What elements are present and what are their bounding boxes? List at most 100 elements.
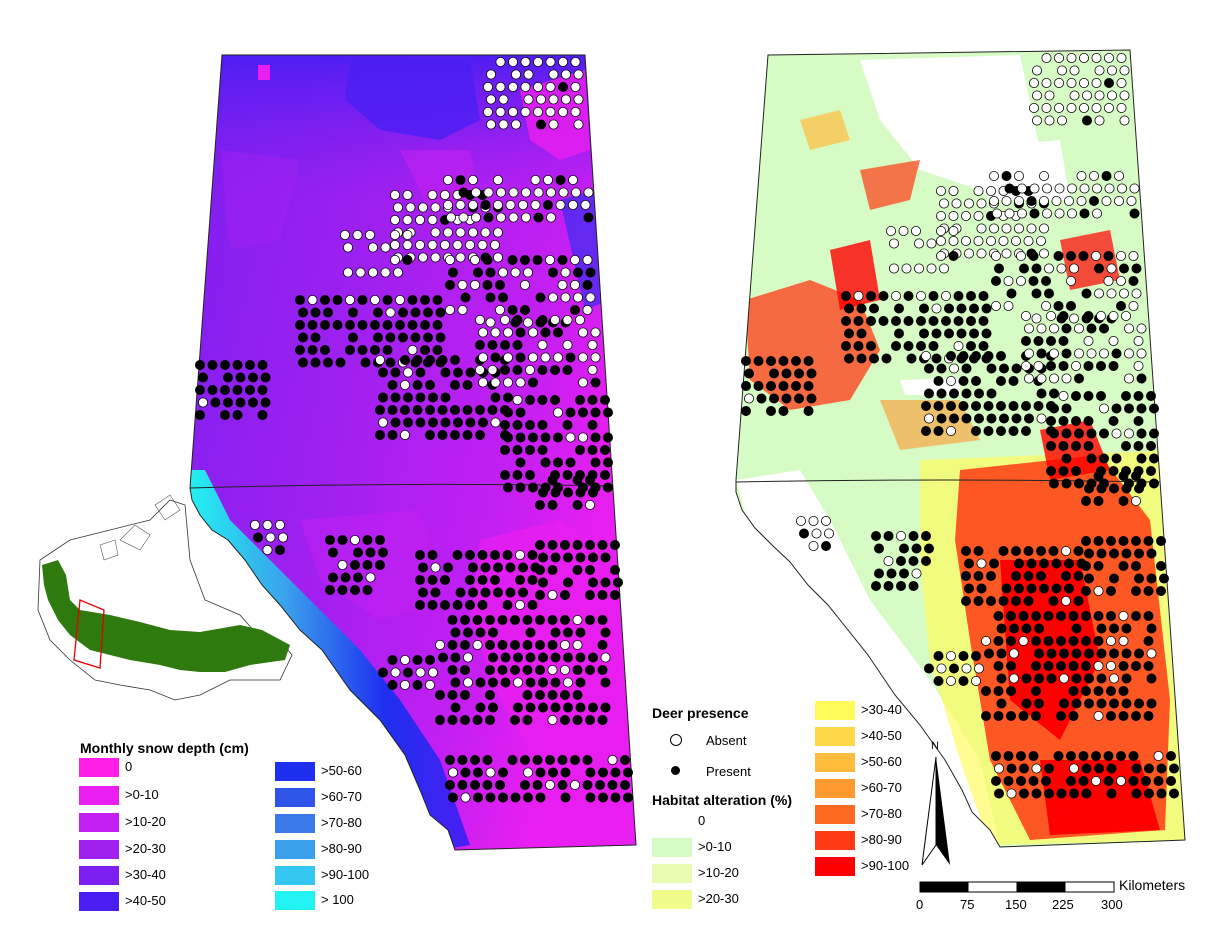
deer-present-point xyxy=(1069,788,1080,799)
deer-present-point xyxy=(484,690,495,701)
deer-absent-point xyxy=(946,676,957,687)
deer-absent-point xyxy=(495,57,506,68)
deer-present-point xyxy=(362,585,373,596)
snow-legend-label: >60-70 xyxy=(321,789,362,804)
deer-present-point xyxy=(1131,470,1142,481)
deer-present-point xyxy=(415,367,426,378)
deer-present-point xyxy=(390,392,401,403)
deer-absent-point xyxy=(1124,323,1135,334)
deer-present-point xyxy=(440,417,451,428)
deer-absent-point xyxy=(399,379,410,390)
deer-present-point xyxy=(194,409,205,420)
deer-present-point xyxy=(1031,263,1042,274)
deer-absent-point xyxy=(1042,183,1053,194)
deer-present-point xyxy=(924,363,935,374)
deer-present-point xyxy=(949,388,960,399)
deer-absent-point xyxy=(1014,195,1025,206)
deer-absent-point xyxy=(249,520,260,531)
deer-present-point xyxy=(460,767,471,778)
deer-absent-point xyxy=(520,279,531,290)
deer-absent-point xyxy=(1039,223,1050,234)
deer-absent-point xyxy=(1067,183,1078,194)
deer-present-point xyxy=(841,315,852,326)
deer-present-point xyxy=(1053,250,1064,261)
deer-present-point xyxy=(547,474,558,485)
deer-absent-point xyxy=(470,187,481,198)
deer-absent-point xyxy=(573,292,584,303)
deer-absent-point xyxy=(1054,103,1065,114)
deer-present-point xyxy=(991,776,1002,787)
deer-present-point xyxy=(324,585,335,596)
deer-absent-point xyxy=(1003,275,1014,286)
deer-present-point xyxy=(588,577,599,588)
deer-present-point xyxy=(387,429,398,440)
deer-present-point xyxy=(194,384,205,395)
deer-present-point xyxy=(961,388,972,399)
deer-absent-point xyxy=(1106,636,1117,647)
deer-absent-point xyxy=(505,199,516,210)
deer-absent-point xyxy=(1119,65,1130,76)
snow-legend-swatch xyxy=(79,786,119,805)
deer-absent-point xyxy=(1092,208,1103,219)
deer-present-point xyxy=(587,419,598,430)
deer-present-point xyxy=(1034,698,1045,709)
snow-legend-swatch xyxy=(275,866,315,885)
deer-present-point xyxy=(921,425,932,436)
habitat-legend-swatch xyxy=(815,727,855,746)
deer-present-point xyxy=(472,267,483,278)
deer-absent-point xyxy=(1024,373,1035,384)
deer-present-point xyxy=(522,665,533,676)
deer-present-point xyxy=(232,409,243,420)
deer-absent-point xyxy=(444,304,455,315)
deer-present-point xyxy=(509,715,520,726)
deer-present-point xyxy=(528,432,539,443)
deer-present-point xyxy=(984,648,995,659)
deer-present-point xyxy=(911,543,922,554)
deer-present-point xyxy=(207,359,218,370)
deer-present-point xyxy=(946,350,957,361)
deer-absent-point xyxy=(540,352,551,363)
deer-present-point xyxy=(435,307,446,318)
deer-absent-point xyxy=(520,82,531,93)
deer-absent-point xyxy=(367,267,378,278)
deer-present-point xyxy=(600,552,611,563)
deer-absent-point xyxy=(414,239,425,250)
deer-absent-point xyxy=(474,364,485,375)
deer-absent-point xyxy=(405,202,416,213)
deer-present-point xyxy=(1156,586,1167,597)
deer-present-point xyxy=(562,419,573,430)
deer-present-point xyxy=(1143,586,1154,597)
deer-present-point xyxy=(600,394,611,405)
deer-present-point xyxy=(537,314,548,325)
deer-present-point xyxy=(520,755,531,766)
deer-present-point xyxy=(610,540,621,551)
deer-present-point xyxy=(462,429,473,440)
deer-present-point xyxy=(1036,571,1047,582)
deer-present-point xyxy=(407,294,418,305)
deer-present-point xyxy=(753,380,764,391)
deer-present-point xyxy=(260,372,271,383)
deer-present-point xyxy=(1058,440,1069,451)
deer-absent-point xyxy=(467,227,478,238)
deer-present-point xyxy=(582,780,593,791)
deer-present-point xyxy=(459,665,470,676)
deer-present-point xyxy=(1004,183,1015,194)
deer-present-point xyxy=(973,596,984,607)
deer-present-point xyxy=(260,397,271,408)
deer-present-point xyxy=(585,590,596,601)
deer-present-point xyxy=(507,755,518,766)
deer-present-point xyxy=(219,359,230,370)
deer-absent-point xyxy=(467,174,478,185)
deer-present-point xyxy=(1041,776,1052,787)
deer-absent-point xyxy=(572,640,583,651)
deer-present-point xyxy=(1028,275,1039,286)
deer-present-point xyxy=(933,651,944,662)
deer-absent-point xyxy=(545,57,556,68)
deer-absent-point xyxy=(571,187,582,198)
deer-absent-point xyxy=(1116,103,1127,114)
deer-present-point xyxy=(1031,288,1042,299)
deer-absent-point xyxy=(1114,170,1125,181)
deer-absent-point xyxy=(1074,348,1085,359)
deer-present-point xyxy=(1061,323,1072,334)
deer-present-point xyxy=(1131,763,1142,774)
